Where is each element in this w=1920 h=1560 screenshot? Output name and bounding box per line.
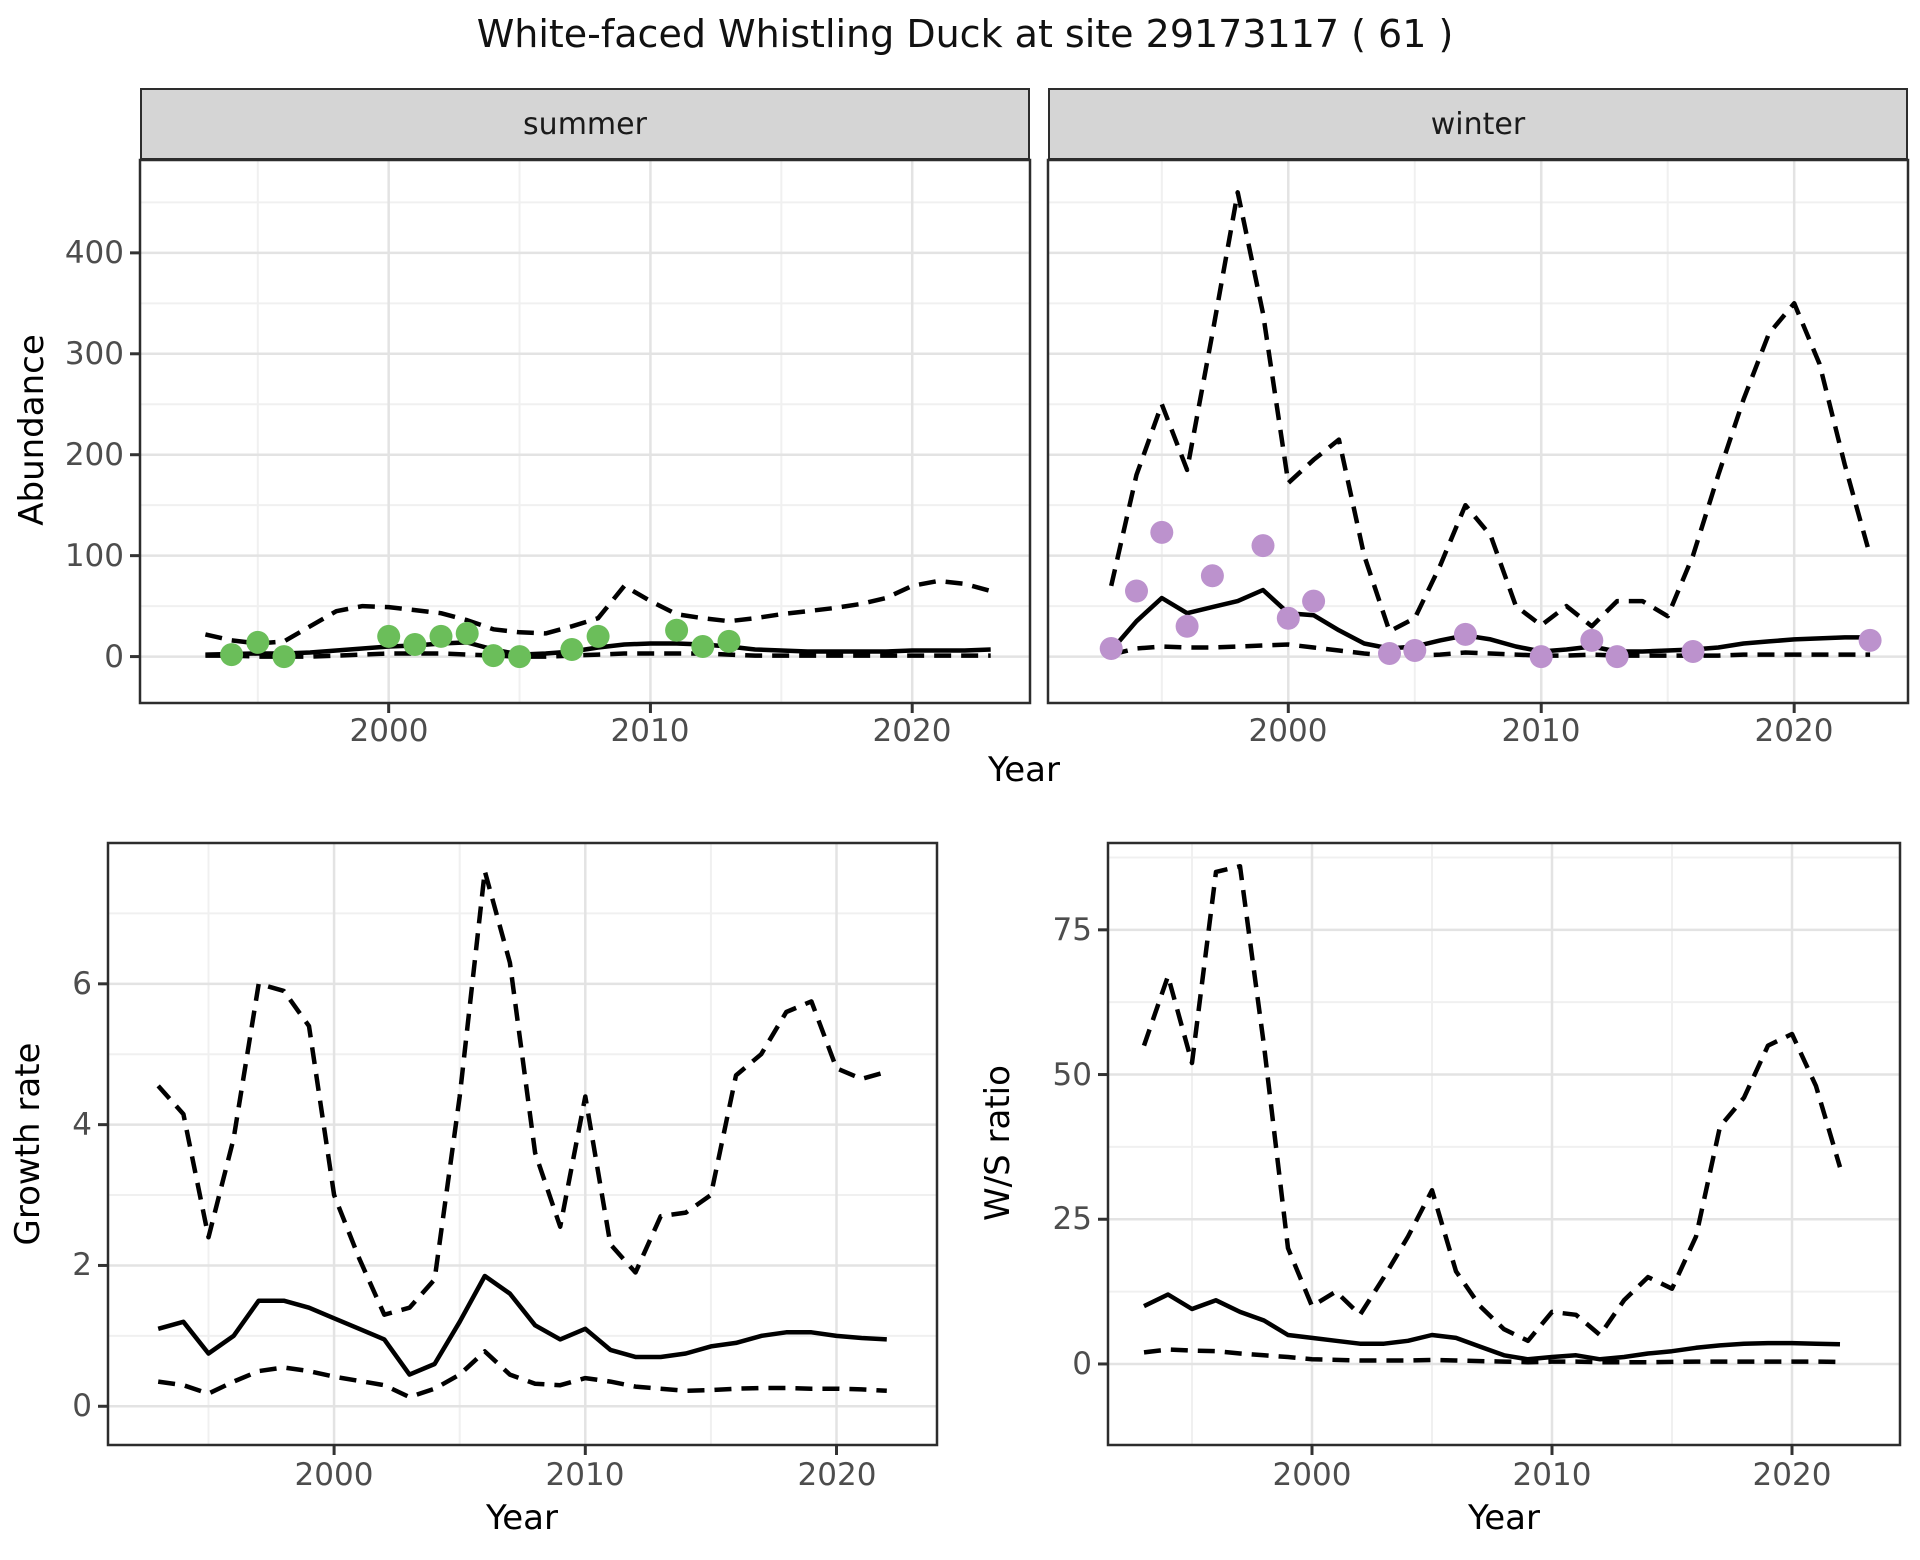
median-line-growth-rate (157, 1273, 887, 1377)
data-point-abundance-winter (1251, 534, 1275, 558)
x-tick-label: 2010 (1512, 1457, 1592, 1493)
y-tick-label: 6 (72, 966, 92, 1002)
x-axis-title-year-ws: Year (1468, 1498, 1540, 1538)
data-point-abundance-winter (1681, 640, 1705, 663)
data-point-abundance-summer (665, 618, 689, 642)
data-point-abundance-winter (1276, 606, 1300, 630)
data-point-abundance-winter (1453, 622, 1477, 646)
upper_ci-line-abundance-winter (1109, 190, 1873, 634)
upper_ci-line-growth-rate (156, 868, 888, 1317)
y-tick-label: 0 (104, 639, 124, 675)
median-line-abundance-winter (1109, 587, 1871, 654)
data-point-abundance-winter (1125, 579, 1148, 603)
x-tick-label: 2000 (1272, 1457, 1352, 1493)
panel-border-ws-ratio (1106, 841, 1902, 1447)
chart-title: White-faced Whistling Duck at site 29173… (476, 12, 1454, 56)
data-point-abundance-winter (1403, 639, 1427, 662)
upper_ci-line-ws-ratio (1141, 863, 1843, 1344)
y-tick-label: 50 (1052, 1057, 1092, 1093)
y-tick-label: 300 (64, 336, 124, 372)
x-tick-label: 2010 (1501, 713, 1581, 749)
data-point-abundance-summer (429, 624, 453, 648)
y-tick-label: 100 (64, 538, 124, 574)
x-tick-label: 2010 (610, 713, 690, 749)
y-tick-label: 4 (72, 1107, 92, 1143)
panel-border-abundance-summer (138, 158, 1032, 705)
data-point-abundance-winter (1605, 645, 1629, 669)
panel-border-abundance-winter (1046, 158, 1910, 705)
y-tick-label: 0 (1072, 1346, 1092, 1382)
x-tick-label: 2000 (1248, 713, 1328, 749)
median-line-ws-ratio (1143, 1292, 1841, 1362)
data-point-abundance-winter (1378, 642, 1401, 665)
data-point-abundance-winter (1858, 628, 1882, 652)
x-tick-label: 2020 (1752, 1457, 1832, 1493)
lower_ci-line-abundance-winter (1110, 642, 1871, 658)
data-point-abundance-summer (403, 633, 427, 656)
data-point-abundance-winter (1099, 637, 1123, 660)
y-tick-label: 200 (64, 437, 124, 473)
data-point-abundance-summer (717, 629, 741, 653)
data-point-abundance-summer (377, 624, 401, 648)
data-point-abundance-summer (220, 643, 244, 667)
data-point-abundance-winter (1175, 614, 1199, 638)
lower_ci-line-ws-ratio (1143, 1347, 1841, 1365)
data-point-abundance-winter (1302, 589, 1326, 613)
facet-strip-winter-label: winter (1430, 106, 1526, 142)
x-axis-title-year-top: Year (988, 750, 1060, 790)
data-point-abundance-summer (455, 621, 479, 645)
x-tick-label: 2020 (797, 1457, 877, 1493)
x-tick-label: 2010 (545, 1457, 625, 1493)
data-point-abundance-summer (560, 638, 584, 661)
data-point-abundance-summer (691, 635, 715, 658)
panel-background-abundance-summer (140, 160, 1030, 703)
data-point-abundance-winter (1200, 564, 1224, 588)
data-point-abundance-winter (1580, 628, 1604, 652)
data-point-abundance-summer (586, 624, 610, 648)
x-axis-title-year-growth: Year (486, 1498, 558, 1538)
data-point-abundance-summer (272, 645, 296, 669)
x-tick-label: 2020 (872, 713, 952, 749)
panel-border-growth-rate (106, 841, 939, 1447)
y-tick-label: 400 (64, 235, 124, 271)
data-point-abundance-summer (508, 645, 532, 669)
y-tick-label: 25 (1052, 1201, 1092, 1237)
x-tick-label: 2000 (349, 713, 429, 749)
x-tick-label: 2000 (294, 1457, 374, 1493)
lower_ci-line-abundance-summer (205, 651, 991, 659)
facet-strip-winter: winter (1048, 88, 1908, 160)
facet-strip-summer-label: summer (523, 106, 647, 142)
upper_ci-line-abundance-summer (204, 578, 992, 646)
y-tick-label: 0 (72, 1388, 92, 1424)
data-point-abundance-summer (246, 630, 270, 654)
x-tick-label: 2020 (1754, 713, 1834, 749)
facet-strip-summer: summer (140, 88, 1030, 160)
data-point-abundance-summer (481, 644, 505, 668)
y-tick-label: 2 (72, 1247, 92, 1283)
data-point-abundance-winter (1150, 520, 1174, 544)
y-tick-label: 75 (1052, 912, 1092, 948)
panel-background-growth-rate (108, 843, 937, 1445)
data-point-abundance-winter (1529, 645, 1553, 669)
